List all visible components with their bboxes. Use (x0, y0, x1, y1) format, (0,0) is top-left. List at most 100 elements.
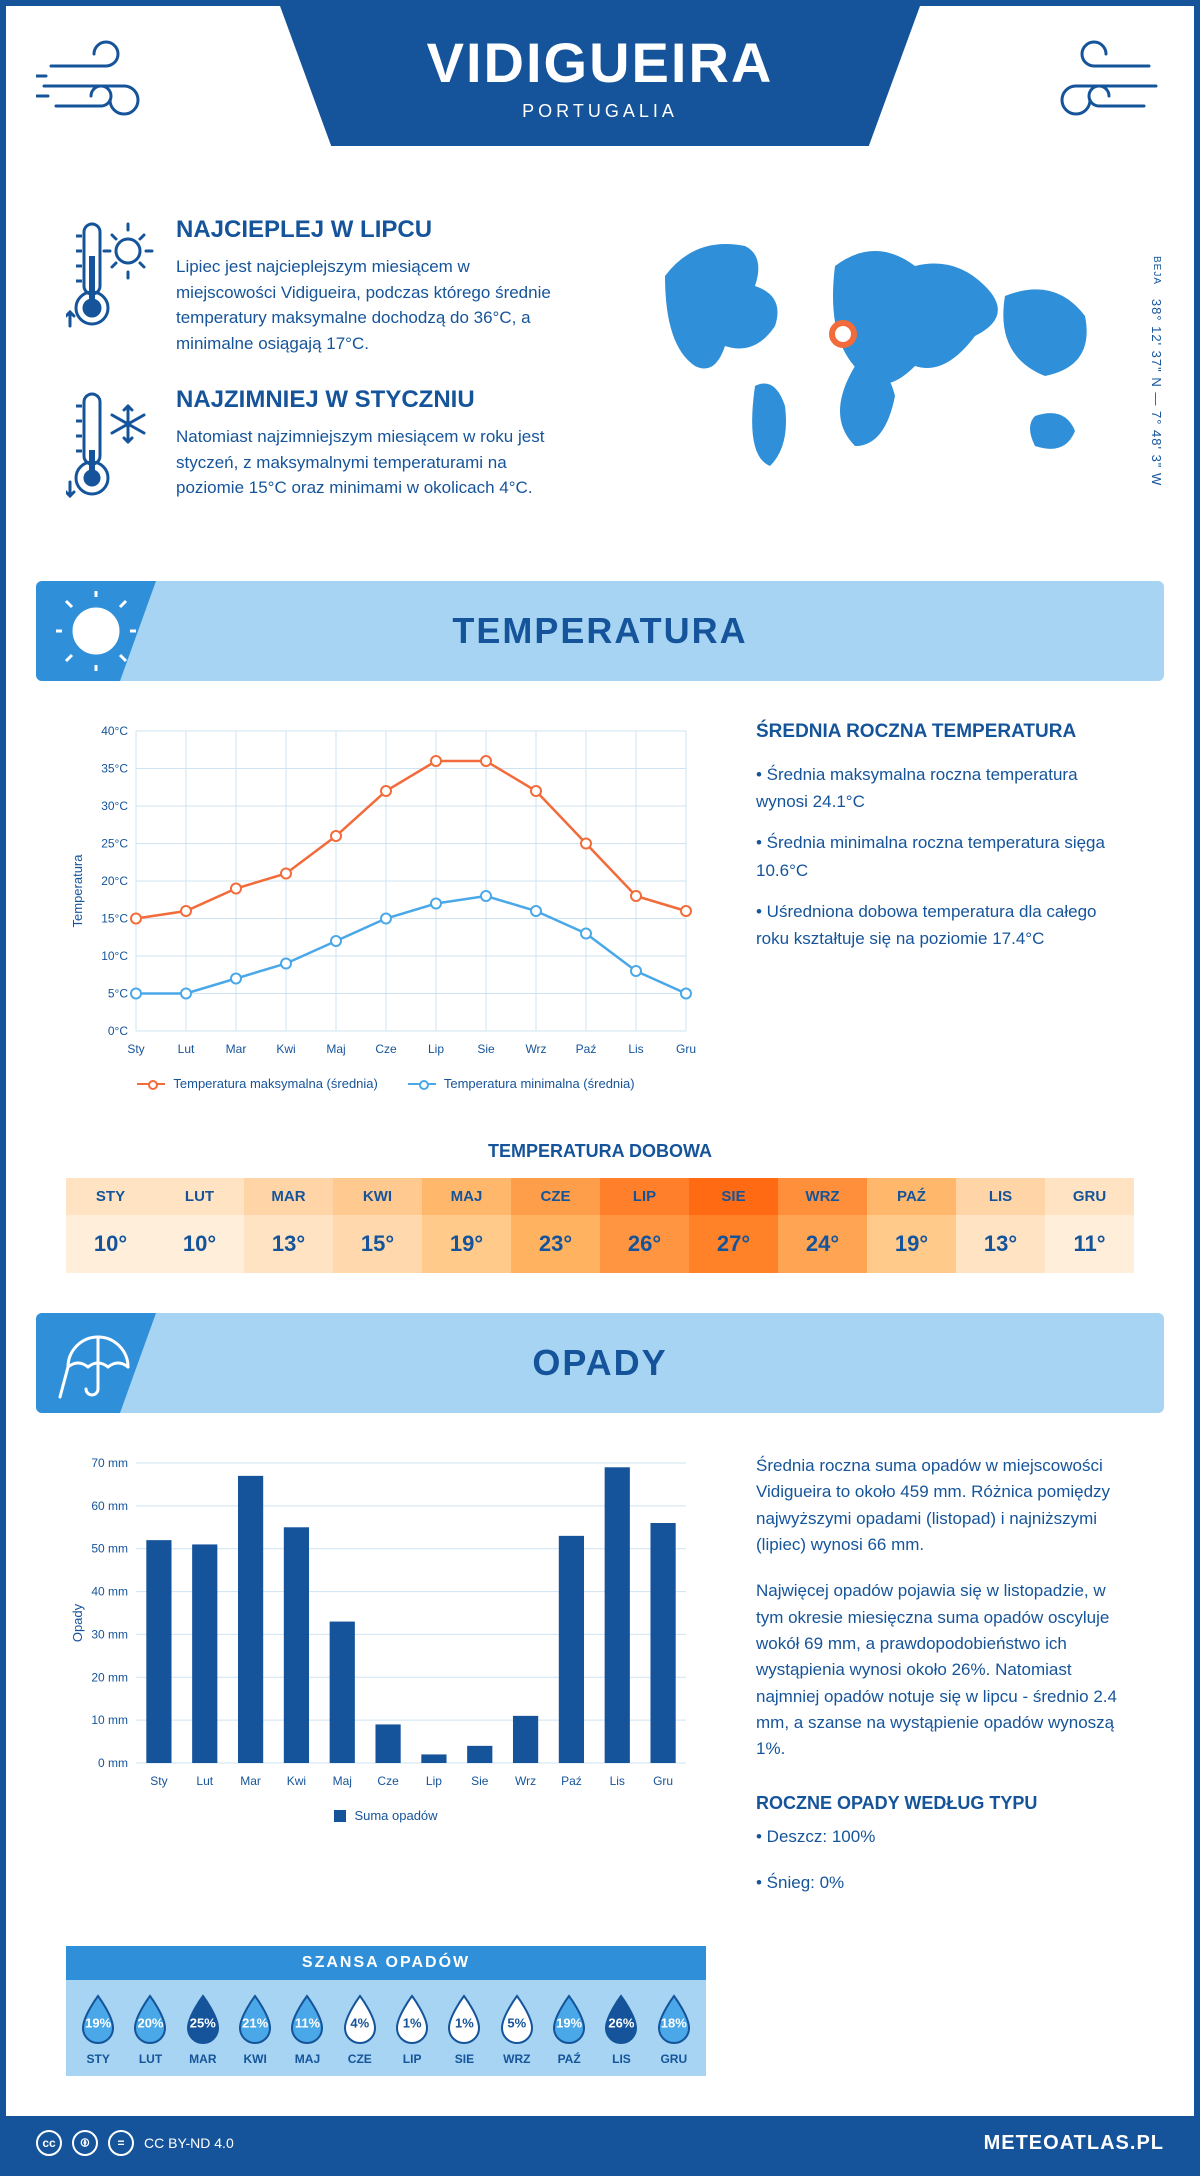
drop-icon: 1% (391, 1994, 433, 2046)
svg-text:Lip: Lip (426, 1774, 442, 1788)
svg-text:Lis: Lis (628, 1042, 643, 1056)
by-icon: 🅯 (72, 2130, 98, 2156)
nd-icon: = (108, 2130, 134, 2156)
chance-col: 5% WRZ (491, 1994, 543, 2066)
svg-text:Lis: Lis (610, 1774, 625, 1788)
svg-text:Sie: Sie (477, 1042, 495, 1056)
daily-temp-title: TEMPERATURA DOBOWA (6, 1141, 1194, 1162)
chance-row: 19% STY 20% LUT 25% MAR 21% KWI 11% MAJ … (66, 1980, 706, 2076)
page-footer: cc 🅯 = CC BY-ND 4.0 METEOATLAS.PL (6, 2116, 1194, 2170)
svg-text:Gru: Gru (653, 1774, 673, 1788)
drop-icon: 4% (339, 1994, 381, 2046)
infographic-page: VIDIGUEIRA PORTUGALIA (0, 0, 1200, 2176)
daily-col: CZE23° (511, 1178, 600, 1273)
daily-col: GRU11° (1045, 1178, 1134, 1273)
chart-legend: .legend-line[style*='f26b3a']::after{bor… (66, 1076, 706, 1091)
summary-bullet: • Średnia maksymalna roczna temperatura … (756, 761, 1134, 815)
svg-text:Gru: Gru (676, 1042, 696, 1056)
chance-col: 4% CZE (334, 1994, 386, 2066)
cc-icon: cc (36, 2130, 62, 2156)
chance-title: SZANSA OPADÓW (66, 1946, 706, 1980)
svg-text:Cze: Cze (377, 1774, 399, 1788)
svg-text:20 mm: 20 mm (91, 1670, 128, 1684)
precipitation-summary: Średnia roczna suma opadów w miejscowośc… (756, 1453, 1134, 1916)
svg-text:Temperatura: Temperatura (70, 854, 85, 928)
svg-text:Paź: Paź (576, 1042, 597, 1056)
svg-text:Mar: Mar (240, 1774, 261, 1788)
precip-type-item: • Deszcz: 100% (756, 1824, 1134, 1850)
drop-icon: 11% (286, 1994, 328, 2046)
license-block: cc 🅯 = CC BY-ND 4.0 (36, 2130, 234, 2156)
svg-text:20°C: 20°C (101, 874, 128, 888)
drop-icon: 25% (182, 1994, 224, 2046)
summary-text: Średnia roczna suma opadów w miejscowośc… (756, 1453, 1134, 1558)
site-name: METEOATLAS.PL (984, 2132, 1164, 2155)
chance-col: 25% MAR (177, 1994, 229, 2066)
title-banner: VIDIGUEIRA PORTUGALIA (280, 6, 920, 146)
svg-text:Mar: Mar (226, 1042, 247, 1056)
svg-text:15°C: 15°C (101, 912, 128, 926)
section-header-temperature: TEMPERATURA (36, 581, 1164, 681)
daily-col: WRZ24° (778, 1178, 867, 1273)
svg-text:Opady: Opady (70, 1603, 85, 1642)
svg-text:30 mm: 30 mm (91, 1627, 128, 1641)
chance-col: 21% KWI (229, 1994, 281, 2066)
svg-text:Sie: Sie (471, 1774, 489, 1788)
coldest-title: NAJZIMNIEJ W STYCZNIU (176, 386, 566, 414)
chance-col: 20% LUT (124, 1994, 176, 2066)
wind-icon (1024, 36, 1164, 136)
temperature-line-chart: 0°C5°C10°C15°C20°C25°C30°C35°C40°CStyLut… (66, 721, 706, 1091)
precip-type-item: • Śnieg: 0% (756, 1870, 1134, 1896)
svg-text:10 mm: 10 mm (91, 1713, 128, 1727)
chance-col: 19% PAŹ (543, 1994, 595, 2066)
drop-icon: 19% (548, 1994, 590, 2046)
precip-type-title: ROCZNE OPADY WEDŁUG TYPU (756, 1793, 1134, 1814)
svg-text:Lut: Lut (196, 1774, 213, 1788)
chance-col: 1% SIE (438, 1994, 490, 2066)
svg-text:0 mm: 0 mm (98, 1756, 128, 1770)
page-title: VIDIGUEIRA (427, 30, 774, 95)
coldest-block: NAJZIMNIEJ W STYCZNIU Natomiast najzimni… (66, 386, 566, 511)
svg-text:Cze: Cze (375, 1042, 397, 1056)
svg-text:Lip: Lip (428, 1042, 444, 1056)
drop-icon: 1% (443, 1994, 485, 2046)
chance-col: 26% LIS (595, 1994, 647, 2066)
svg-text:Wrz: Wrz (515, 1774, 536, 1788)
warmest-title: NAJCIEPLEJ W LIPCU (176, 216, 566, 244)
svg-text:50 mm: 50 mm (91, 1542, 128, 1556)
summary-text: Najwięcej opadów pojawia się w listopadz… (756, 1578, 1134, 1762)
sun-icon (56, 591, 136, 676)
svg-text:40 mm: 40 mm (91, 1585, 128, 1599)
precip-chance-block: SZANSA OPADÓW 19% STY 20% LUT 25% MAR 21… (66, 1946, 706, 2076)
thermometer-snow-icon (66, 386, 156, 511)
daily-col: PAŹ19° (867, 1178, 956, 1273)
svg-text:Sty: Sty (127, 1042, 144, 1056)
drop-icon: 21% (234, 1994, 276, 2046)
section-title: OPADY (532, 1342, 667, 1384)
precipitation-content: 0 mm 10 mm 20 mm 30 mm 40 mm 50 mm 60 mm 70 mm S… (6, 1413, 1194, 1936)
summary-title: ŚREDNIA ROCZNA TEMPERATURA (756, 721, 1134, 743)
svg-text:70 mm: 70 mm (91, 1456, 128, 1470)
intro-section: NAJCIEPLEJ W LIPCU Lipiec jest najcieple… (6, 186, 1194, 581)
daily-col: LIS13° (956, 1178, 1045, 1273)
section-header-precipitation: OPADY (36, 1313, 1164, 1413)
drop-icon: 20% (129, 1994, 171, 2046)
license-text: CC BY-ND 4.0 (144, 2135, 234, 2151)
world-map-icon (616, 216, 1134, 496)
map-column: BEJA 38° 12' 37" N — 7° 48' 3" W (616, 216, 1134, 541)
temperature-content: 0°C5°C10°C15°C20°C25°C30°C35°C40°CStyLut… (6, 681, 1194, 1131)
svg-text:60 mm: 60 mm (91, 1499, 128, 1513)
daily-col: LIP26° (600, 1178, 689, 1273)
svg-text:Maj: Maj (333, 1774, 352, 1788)
chance-col: 1% LIP (386, 1994, 438, 2066)
page-subtitle: PORTUGALIA (522, 101, 678, 122)
summary-bullet: • Średnia minimalna roczna temperatura s… (756, 829, 1134, 883)
svg-text:Sty: Sty (150, 1774, 167, 1788)
svg-text:Kwi: Kwi (276, 1042, 295, 1056)
warmest-block: NAJCIEPLEJ W LIPCU Lipiec jest najcieple… (66, 216, 566, 356)
section-title: TEMPERATURA (452, 610, 747, 652)
drop-icon: 18% (653, 1994, 695, 2046)
drop-icon: 19% (77, 1994, 119, 2046)
drop-icon: 5% (496, 1994, 538, 2046)
warmest-text: Lipiec jest najcieplejszym miesiącem w m… (176, 254, 566, 356)
